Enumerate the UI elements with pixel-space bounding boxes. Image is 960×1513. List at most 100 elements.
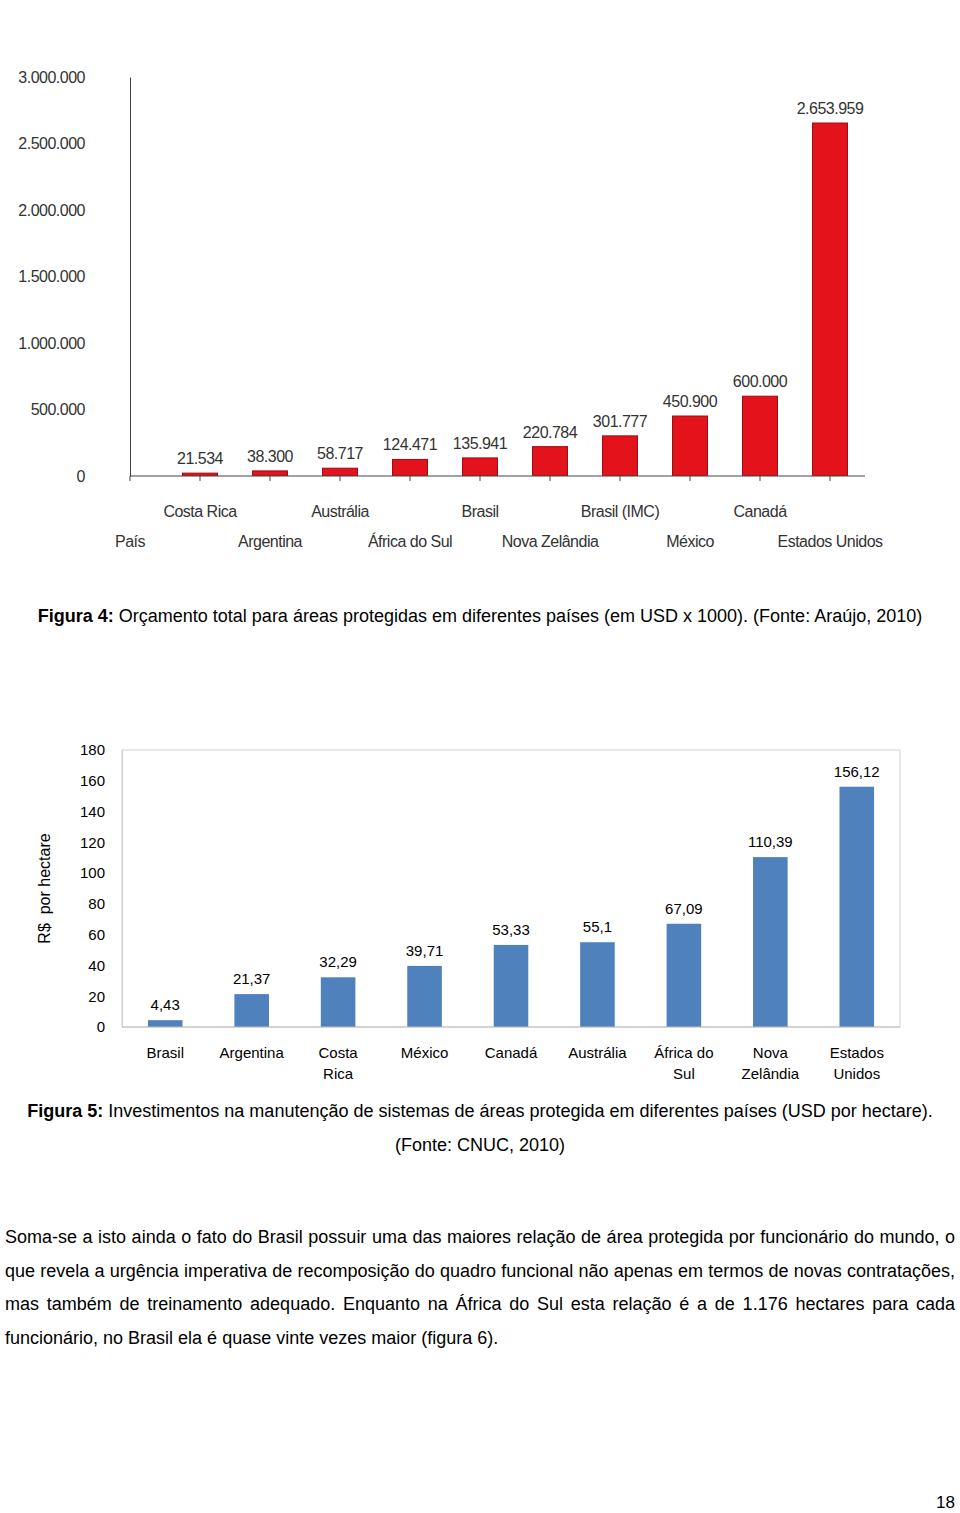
- tick-label: 1.000.000: [18, 335, 85, 352]
- tick: 0: [97, 1018, 122, 1035]
- bar: [580, 942, 615, 1027]
- data-label: 156,12: [834, 763, 880, 780]
- tick-mark: [550, 476, 551, 481]
- data-label: 53,33: [492, 921, 530, 938]
- tick: México: [666, 476, 714, 550]
- tick: Costa Rica: [319, 1027, 359, 1082]
- page: 0 500.000 1.000.000 1.500.000 2.000.000 2.500…: [0, 0, 960, 1513]
- tick: África do Sul: [368, 476, 452, 550]
- tick: Canadá: [485, 1027, 538, 1061]
- bar: [148, 1020, 183, 1027]
- label-line: Unidos: [833, 1065, 880, 1082]
- data-label: 58.717: [317, 445, 364, 462]
- label-line: Zelândia: [742, 1065, 800, 1082]
- tick: 1.500.000: [18, 268, 130, 285]
- caption: Figura 5: Investimentos na manutenção de…: [20, 1094, 940, 1162]
- axis-line: [130, 476, 865, 477]
- tick: 140: [80, 803, 122, 820]
- label-line: México: [401, 1044, 449, 1061]
- tick: 100: [80, 864, 122, 881]
- bar: [393, 459, 428, 476]
- tick: EstadosUnidos: [830, 1027, 884, 1082]
- bar: [743, 396, 778, 476]
- tick-mark: [830, 476, 831, 481]
- tick-label: 0: [97, 1018, 105, 1035]
- category-label: Canadá: [485, 1044, 538, 1061]
- caption-text: Investimentos na manutenção de sistemas …: [108, 1101, 932, 1155]
- caption: Figura 4: Orçamento total para áreas pro…: [20, 600, 940, 633]
- tick: 2.500.000: [18, 135, 130, 152]
- bar: [494, 945, 529, 1027]
- plot-frame: [122, 750, 900, 1027]
- tick: NovaZelândia: [742, 1027, 800, 1082]
- tick: Estados Unidos: [777, 476, 883, 550]
- label-line: Austrália: [568, 1044, 627, 1061]
- tick: Brasil: [146, 1027, 184, 1061]
- tick-label: 500.000: [31, 401, 86, 418]
- data-label: 2.653.959: [797, 100, 864, 117]
- caption-text: Orçamento total para áreas protegidas em…: [119, 606, 922, 626]
- caption-label: Figura 4:: [38, 606, 114, 626]
- y-axis: 0 500.000 1.000.000 1.500.000 2.000.000 2.500…: [18, 69, 130, 485]
- axis-line: [122, 751, 123, 1028]
- category-label: EstadosUnidos: [830, 1044, 884, 1082]
- data-label: 135.941: [453, 435, 508, 452]
- tick: México: [401, 1027, 449, 1061]
- tick: 1.000.000: [18, 335, 130, 352]
- category-label: País: [115, 533, 146, 550]
- category-label: África do Sul: [368, 532, 452, 550]
- tick: País: [115, 476, 146, 550]
- tick-mark: [130, 476, 131, 481]
- tick-label: 3.000.000: [18, 69, 85, 86]
- tick: 20: [88, 988, 122, 1005]
- label-line: Rica: [323, 1065, 354, 1082]
- tick-label: 80: [88, 895, 105, 912]
- tick-label: 160: [80, 772, 105, 789]
- tick: Austrália: [311, 476, 369, 520]
- label-line: Sul: [673, 1065, 695, 1082]
- bar: [407, 966, 442, 1027]
- category-label: Austrália: [311, 503, 369, 520]
- label-line: Canadá: [485, 1044, 538, 1061]
- y-axis-title: R$ por hectare: [36, 833, 53, 943]
- tick-label: 1.500.000: [18, 268, 85, 285]
- data-label: 4,43: [151, 996, 180, 1013]
- space: [103, 1101, 108, 1121]
- x-axis: BrasilArgentinaCostaRicaMéxicoCanadáAust…: [122, 1027, 900, 1082]
- tick-mark: [480, 476, 481, 481]
- charts: 0 500.000 1.000.000 1.500.000 2.000.000 2.500…: [0, 0, 960, 1513]
- category-label: Estados Unidos: [777, 533, 883, 550]
- tick-label: 180: [80, 741, 105, 758]
- tick-label: 100: [80, 864, 105, 881]
- x-axis: PaísCosta RicaArgentinaAustráliaÁfrica d…: [115, 476, 883, 550]
- tick-label: 2.500.000: [18, 135, 85, 152]
- bar: [603, 436, 638, 476]
- tick: 3.000.000: [18, 69, 130, 86]
- label-line: África do: [654, 1044, 713, 1061]
- data-label: 39,71: [406, 942, 444, 959]
- page-number: 18: [936, 1493, 955, 1513]
- data-label: 110,39: [748, 833, 793, 850]
- data-labels: 4,4321,3732,2939,7153,3355,167,09110,391…: [151, 763, 880, 1013]
- bar: [323, 468, 358, 476]
- data-label: 450.900: [663, 393, 718, 410]
- tick: Brasil (IMC): [581, 476, 660, 520]
- tick-mark: [200, 476, 201, 481]
- category-label: Argentina: [238, 533, 303, 550]
- data-label: 32,29: [319, 953, 357, 970]
- tick-label: 140: [80, 803, 105, 820]
- caption-label: Figura 5:: [27, 1101, 103, 1121]
- tick: 2.000.000: [18, 202, 130, 219]
- bar: [533, 447, 568, 476]
- tick: África do Sul: [654, 1027, 713, 1082]
- tick-label: 20: [88, 988, 105, 1005]
- label-line: Costa: [319, 1044, 359, 1061]
- tick-label: 0: [77, 468, 86, 485]
- bars: [183, 123, 848, 476]
- axis-line: [122, 1027, 900, 1028]
- tick-label: 40: [88, 957, 105, 974]
- data-label: 67,09: [665, 900, 703, 917]
- chart-0: 0 500.000 1.000.000 1.500.000 2.000.000 2.500…: [18, 69, 883, 550]
- tick: 160: [80, 772, 122, 789]
- data-label: 55,1: [583, 918, 612, 935]
